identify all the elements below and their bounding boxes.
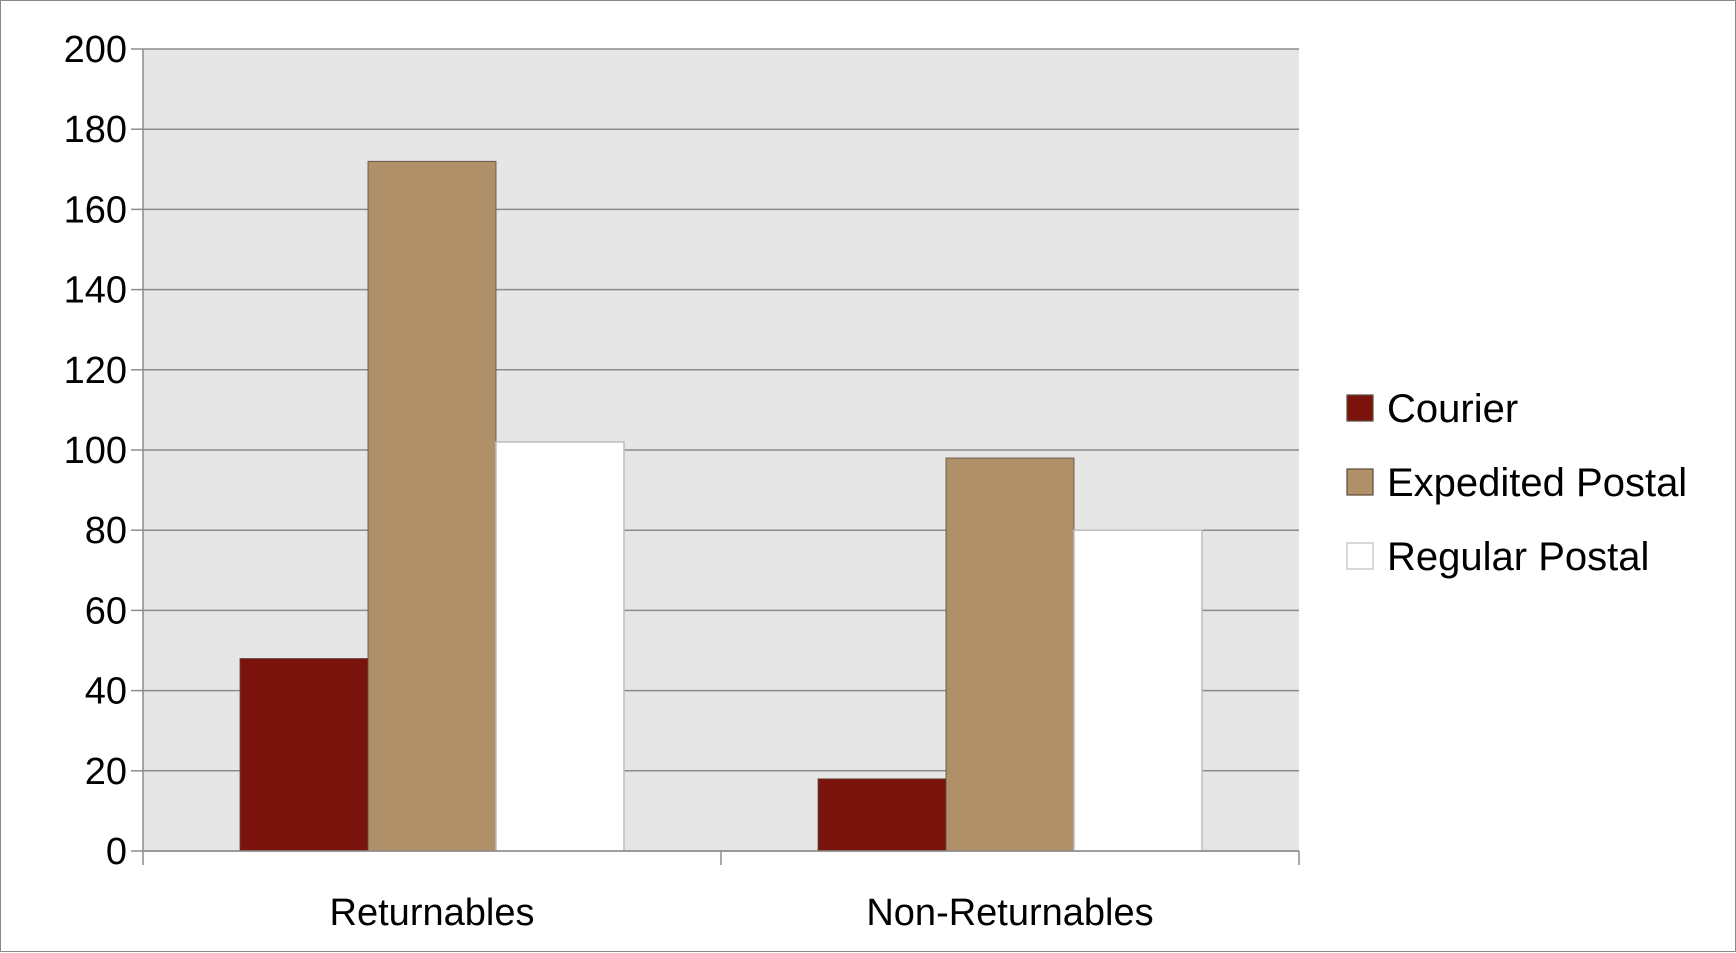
y-tick-label: 60: [85, 590, 127, 632]
legend-label: Expedited Postal: [1387, 461, 1687, 505]
y-tick-label: 80: [85, 510, 127, 552]
x-tick-label: Non-Returnables: [866, 892, 1153, 934]
legend-label: Regular Postal: [1387, 535, 1649, 579]
bar: [817, 778, 947, 852]
bar: [1073, 529, 1203, 852]
y-tick-label: 180: [64, 109, 127, 151]
legend-swatch: [1346, 394, 1374, 422]
x-tick-label: Returnables: [330, 892, 535, 934]
plot-area: 0 20 40 60 80 100 120 140 160 180 200 Returnables No…: [64, 29, 1300, 934]
y-tick-label: 140: [64, 270, 127, 312]
legend-swatch: [1346, 542, 1374, 570]
y-tick-label: 120: [64, 350, 127, 392]
bar: [495, 441, 625, 852]
bar: [239, 658, 369, 852]
y-tick-label: 160: [64, 189, 127, 231]
y-tick-label: 0: [106, 831, 127, 873]
legend: Courier Expedited Postal Regular Postal: [1346, 387, 1687, 579]
y-tick-label: 200: [64, 29, 127, 71]
legend-swatch: [1346, 468, 1374, 496]
bar: [367, 160, 497, 852]
y-tick-label: 40: [85, 671, 127, 713]
bar: [945, 457, 1075, 852]
legend-label: Courier: [1387, 387, 1518, 431]
y-tick-label: 20: [85, 751, 127, 793]
y-tick-label: 100: [64, 430, 127, 472]
